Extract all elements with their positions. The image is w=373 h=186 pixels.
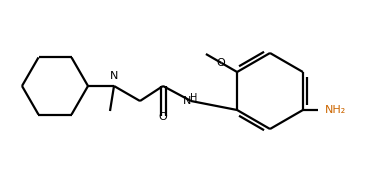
Text: O: O bbox=[159, 112, 167, 122]
Text: N: N bbox=[110, 71, 118, 81]
Text: N: N bbox=[183, 96, 191, 106]
Text: NH₂: NH₂ bbox=[325, 105, 346, 115]
Text: O: O bbox=[216, 58, 225, 68]
Text: H: H bbox=[190, 93, 198, 103]
